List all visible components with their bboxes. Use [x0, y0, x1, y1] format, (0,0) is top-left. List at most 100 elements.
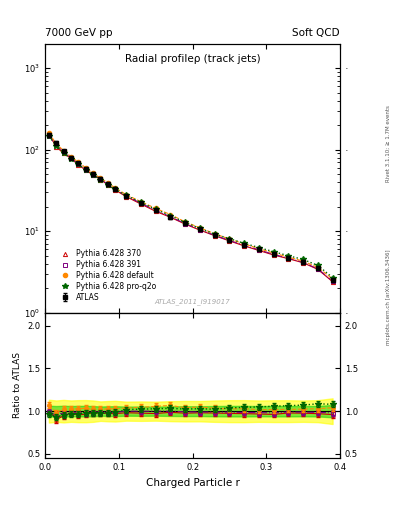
Pythia 6.428 391 [212, 232, 217, 239]
Pythia 6.428 default [242, 241, 246, 247]
Pythia 6.428 370 [271, 252, 276, 258]
Pythia 6.428 370 [69, 155, 73, 161]
Pythia 6.428 default [61, 147, 66, 154]
Pythia 6.428 pro-q2o [91, 172, 95, 178]
Pythia 6.428 370 [286, 255, 291, 262]
Pythia 6.428 370 [227, 238, 232, 244]
Pythia 6.428 default [198, 225, 202, 231]
Pythia 6.428 default [91, 170, 95, 177]
Pythia 6.428 pro-q2o [286, 252, 291, 259]
Line: Pythia 6.428 370: Pythia 6.428 370 [47, 132, 335, 284]
Pythia 6.428 391 [69, 155, 73, 161]
Pythia 6.428 391 [113, 186, 118, 193]
Pythia 6.428 default [183, 219, 187, 225]
Pythia 6.428 370 [124, 194, 129, 200]
Pythia 6.428 pro-q2o [153, 206, 158, 212]
Pythia 6.428 default [271, 250, 276, 256]
Pythia 6.428 391 [153, 207, 158, 214]
Pythia 6.428 391 [139, 200, 143, 206]
Pythia 6.428 pro-q2o [54, 142, 59, 148]
Pythia 6.428 391 [316, 266, 320, 272]
Pythia 6.428 370 [139, 201, 143, 207]
Pythia 6.428 391 [91, 172, 95, 178]
Line: Pythia 6.428 pro-q2o: Pythia 6.428 pro-q2o [46, 134, 335, 281]
Pythia 6.428 default [124, 191, 129, 198]
Pythia 6.428 pro-q2o [198, 225, 202, 231]
Pythia 6.428 default [257, 246, 261, 252]
Pythia 6.428 pro-q2o [113, 186, 118, 193]
Pythia 6.428 default [168, 211, 173, 218]
Text: Soft QCD: Soft QCD [292, 28, 340, 38]
Pythia 6.428 pro-q2o [76, 161, 81, 167]
Pythia 6.428 370 [198, 227, 202, 233]
Pythia 6.428 default [98, 175, 103, 181]
Pythia 6.428 391 [76, 161, 81, 167]
Pythia 6.428 370 [91, 172, 95, 178]
Pythia 6.428 default [105, 180, 110, 186]
Pythia 6.428 default [113, 185, 118, 191]
Pythia 6.428 default [46, 130, 51, 136]
Pythia 6.428 370 [183, 221, 187, 227]
Pythia 6.428 391 [46, 133, 51, 139]
Pythia 6.428 391 [61, 149, 66, 155]
Pythia 6.428 391 [105, 181, 110, 187]
Line: Pythia 6.428 391: Pythia 6.428 391 [47, 134, 335, 283]
Pythia 6.428 pro-q2o [242, 240, 246, 246]
Pythia 6.428 370 [212, 232, 217, 239]
Line: Pythia 6.428 default: Pythia 6.428 default [47, 131, 335, 281]
Pythia 6.428 pro-q2o [83, 167, 88, 173]
Text: Rivet 3.1.10; ≥ 1.7M events: Rivet 3.1.10; ≥ 1.7M events [386, 105, 391, 182]
Pythia 6.428 370 [46, 131, 51, 137]
Pythia 6.428 370 [168, 214, 173, 220]
Pythia 6.428 pro-q2o [301, 257, 305, 263]
Pythia 6.428 default [286, 254, 291, 260]
Pythia 6.428 pro-q2o [105, 182, 110, 188]
Pythia 6.428 370 [54, 144, 59, 150]
Pythia 6.428 391 [83, 166, 88, 173]
X-axis label: Charged Particle r: Charged Particle r [146, 478, 239, 487]
Pythia 6.428 370 [242, 243, 246, 249]
Pythia 6.428 370 [316, 266, 320, 272]
Pythia 6.428 370 [76, 162, 81, 168]
Pythia 6.428 391 [168, 214, 173, 220]
Pythia 6.428 pro-q2o [168, 212, 173, 219]
Pythia 6.428 pro-q2o [183, 219, 187, 225]
Pythia 6.428 370 [98, 177, 103, 183]
Pythia 6.428 pro-q2o [212, 231, 217, 237]
Pythia 6.428 pro-q2o [46, 134, 51, 140]
Pythia 6.428 pro-q2o [316, 262, 320, 268]
Text: Radial profileρ (track jets): Radial profileρ (track jets) [125, 54, 261, 65]
Pythia 6.428 pro-q2o [271, 249, 276, 255]
Pythia 6.428 391 [54, 142, 59, 148]
Pythia 6.428 default [301, 258, 305, 264]
Pythia 6.428 370 [105, 182, 110, 188]
Pythia 6.428 370 [83, 167, 88, 173]
Pythia 6.428 391 [301, 259, 305, 265]
Pythia 6.428 370 [61, 151, 66, 157]
Pythia 6.428 default [76, 159, 81, 165]
Pythia 6.428 391 [183, 221, 187, 227]
Pythia 6.428 391 [242, 242, 246, 248]
Pythia 6.428 370 [257, 247, 261, 253]
Pythia 6.428 default [330, 276, 335, 282]
Pythia 6.428 default [227, 236, 232, 242]
Pythia 6.428 pro-q2o [330, 274, 335, 281]
Text: 7000 GeV pp: 7000 GeV pp [45, 28, 113, 38]
Pythia 6.428 370 [153, 208, 158, 215]
Pythia 6.428 pro-q2o [139, 199, 143, 205]
Pythia 6.428 370 [113, 187, 118, 193]
Pythia 6.428 pro-q2o [98, 177, 103, 183]
Pythia 6.428 pro-q2o [227, 236, 232, 242]
Pythia 6.428 391 [286, 255, 291, 261]
Pythia 6.428 370 [330, 279, 335, 285]
Pythia 6.428 391 [227, 238, 232, 244]
Pythia 6.428 391 [124, 193, 129, 199]
Pythia 6.428 391 [98, 176, 103, 182]
Pythia 6.428 pro-q2o [61, 150, 66, 156]
Pythia 6.428 391 [257, 247, 261, 253]
Legend: Pythia 6.428 370, Pythia 6.428 391, Pythia 6.428 default, Pythia 6.428 pro-q2o, : Pythia 6.428 370, Pythia 6.428 391, Pyth… [55, 248, 158, 304]
Pythia 6.428 default [139, 199, 143, 205]
Pythia 6.428 pro-q2o [257, 244, 261, 250]
Pythia 6.428 default [54, 141, 59, 147]
Pythia 6.428 default [212, 231, 217, 237]
